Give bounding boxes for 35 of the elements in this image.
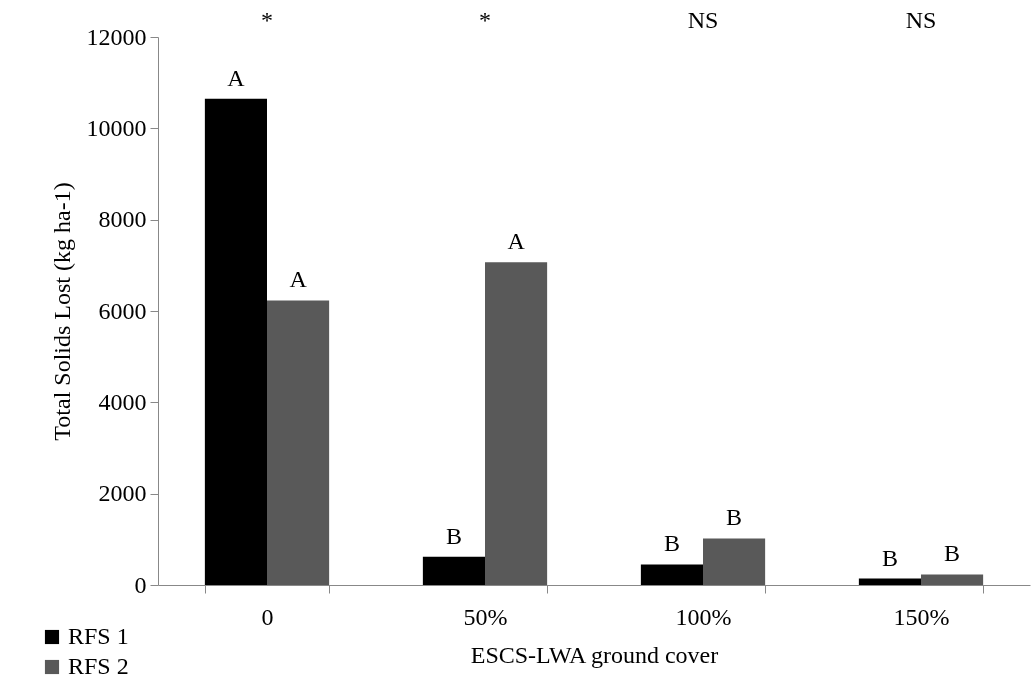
text: NS (687, 7, 719, 33)
text: NS (905, 7, 937, 33)
annotation: A (227, 64, 246, 91)
annotation: B (726, 504, 743, 531)
legend-label: RFS 1 (68, 623, 129, 649)
bar (703, 538, 766, 585)
y-tick-label: 0 (134, 571, 147, 598)
text: * (261, 7, 273, 33)
annotation: B (881, 544, 898, 571)
y-tick-label: 4000 (98, 388, 147, 415)
annotation: A (289, 266, 308, 293)
y-tick-label: 2000 (98, 480, 147, 507)
y-tick-label: 10000 (86, 114, 147, 141)
bar (858, 578, 921, 585)
annotation: B (944, 540, 961, 567)
y-tick-label: 8000 (98, 206, 147, 233)
annotation: B (663, 530, 680, 557)
annotation: A (507, 228, 526, 255)
x-tick-label: 0 (261, 603, 274, 630)
bar (921, 574, 984, 585)
legend-label: RFS 2 (68, 653, 129, 679)
x-axis-title: ESCS-LWA ground cover (470, 641, 719, 668)
x-tick-label: 50% (463, 603, 508, 630)
y-tick-label: 6000 (98, 297, 147, 324)
bar (422, 556, 485, 585)
y-axis-title: Total Solids Lost (kg ha-1) (48, 182, 75, 441)
annotation: B (445, 522, 462, 549)
x-tick-label: 150% (893, 603, 950, 630)
bar (485, 262, 548, 585)
bar (204, 98, 267, 585)
x-tick-label: 100% (675, 603, 732, 630)
bar (640, 564, 703, 585)
text: * (479, 7, 491, 33)
y-tick-label: 12000 (86, 23, 147, 50)
bar (267, 300, 330, 585)
